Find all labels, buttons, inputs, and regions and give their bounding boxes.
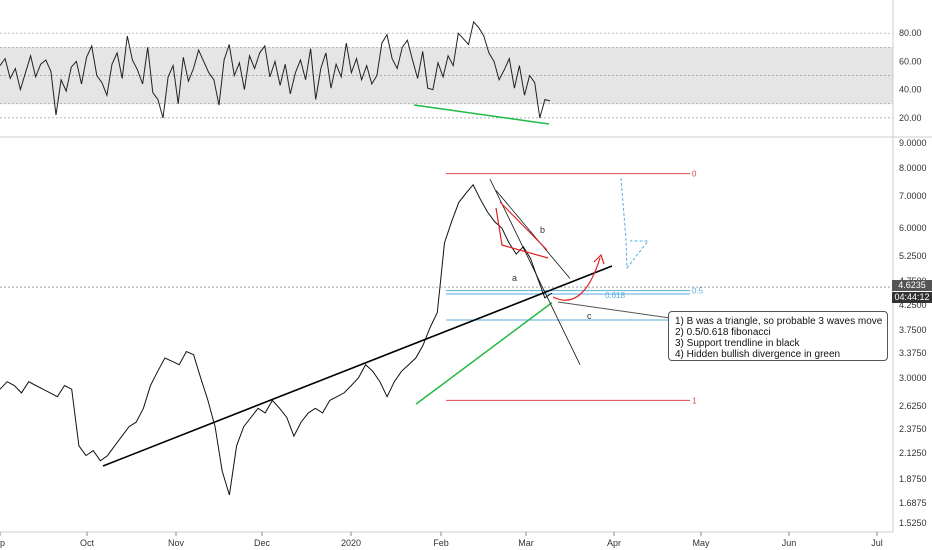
current-price-tag: 4.6235: [892, 280, 932, 291]
note-line-3: 3) Support trendline in black: [675, 338, 800, 349]
x-tick-label: Dec: [254, 538, 271, 548]
x-tick-label: Feb: [433, 538, 449, 548]
price-divergence-line: [415, 301, 553, 405]
price-tick-label: 6.0000: [899, 223, 927, 233]
price-tick-label: 2.1250: [899, 448, 927, 458]
price-tick-label: 2.6250: [899, 401, 927, 411]
wave-label: a: [512, 273, 517, 283]
projection-arrow: [552, 257, 601, 301]
fib-level-label: 0.618: [605, 291, 626, 300]
support-trendline: [102, 265, 613, 467]
price-tick-label: 7.0000: [899, 191, 927, 201]
price-tick-label: 3.0000: [899, 373, 927, 383]
oscillator-tick-label: 60.00: [899, 56, 922, 66]
oscillator-divergence-line: [413, 104, 550, 125]
x-tick-label: May: [692, 538, 710, 548]
note-line-2: 2) 0.5/0.618 fibonacci: [675, 327, 771, 338]
price-tick-label: 3.3750: [899, 348, 927, 358]
oscillator-tick-label: 40.00: [899, 85, 922, 95]
price-tick-label: 1.8750: [899, 474, 927, 484]
fib-level-label: 0: [692, 170, 697, 179]
wave-label: c: [587, 311, 592, 321]
x-tick-label: Oct: [80, 538, 95, 548]
countdown-tag: 04:44:12: [892, 292, 932, 303]
x-tick-label: Jul: [871, 538, 883, 548]
x-tick-label: Mar: [518, 538, 534, 548]
price-tick-label: 5.2500: [899, 251, 927, 261]
price-tick-label: 8.0000: [899, 163, 927, 173]
wave-channel-line-upper: [495, 190, 571, 279]
price-tick-label: 3.7500: [899, 325, 927, 335]
analysis-note: 1) B was a triangle, so probable 3 waves…: [668, 311, 888, 361]
oscillator-tick-label: 80.00: [899, 28, 922, 38]
wave-label: b: [540, 225, 545, 235]
note-line-1: 1) B was a triangle, so probable 3 waves…: [675, 316, 883, 327]
price-tick-label: 2.3750: [899, 424, 927, 434]
note-line-4: 4) Hidden bullish divergence in green: [675, 349, 841, 360]
price-tick-label: 9.0000: [899, 138, 927, 148]
oscillator-tick-label: 20.00: [899, 113, 922, 123]
price-tick-label: 4.2500: [899, 300, 927, 310]
price-series-line: [0, 183, 553, 496]
x-tick-label: Nov: [168, 538, 185, 548]
note-pointer-line: [557, 301, 671, 319]
x-tick-label: 2020: [341, 538, 361, 548]
x-tick-label: Apr: [607, 538, 621, 548]
projection-arrowhead: [593, 253, 605, 265]
price-tick-label: 1.5250: [899, 518, 927, 528]
x-tick-label: ep: [0, 538, 5, 548]
wave-channel-line: [489, 179, 581, 365]
projection-dashed-path: [620, 177, 650, 270]
triangle-pattern: [495, 201, 549, 259]
fib-level-label: 1: [692, 396, 697, 405]
price-tick-label: 1.6875: [899, 498, 927, 508]
fib-level-label: 0.5: [692, 287, 704, 296]
x-tick-label: Jun: [782, 538, 797, 548]
oscillator-series-line: [0, 20, 551, 119]
